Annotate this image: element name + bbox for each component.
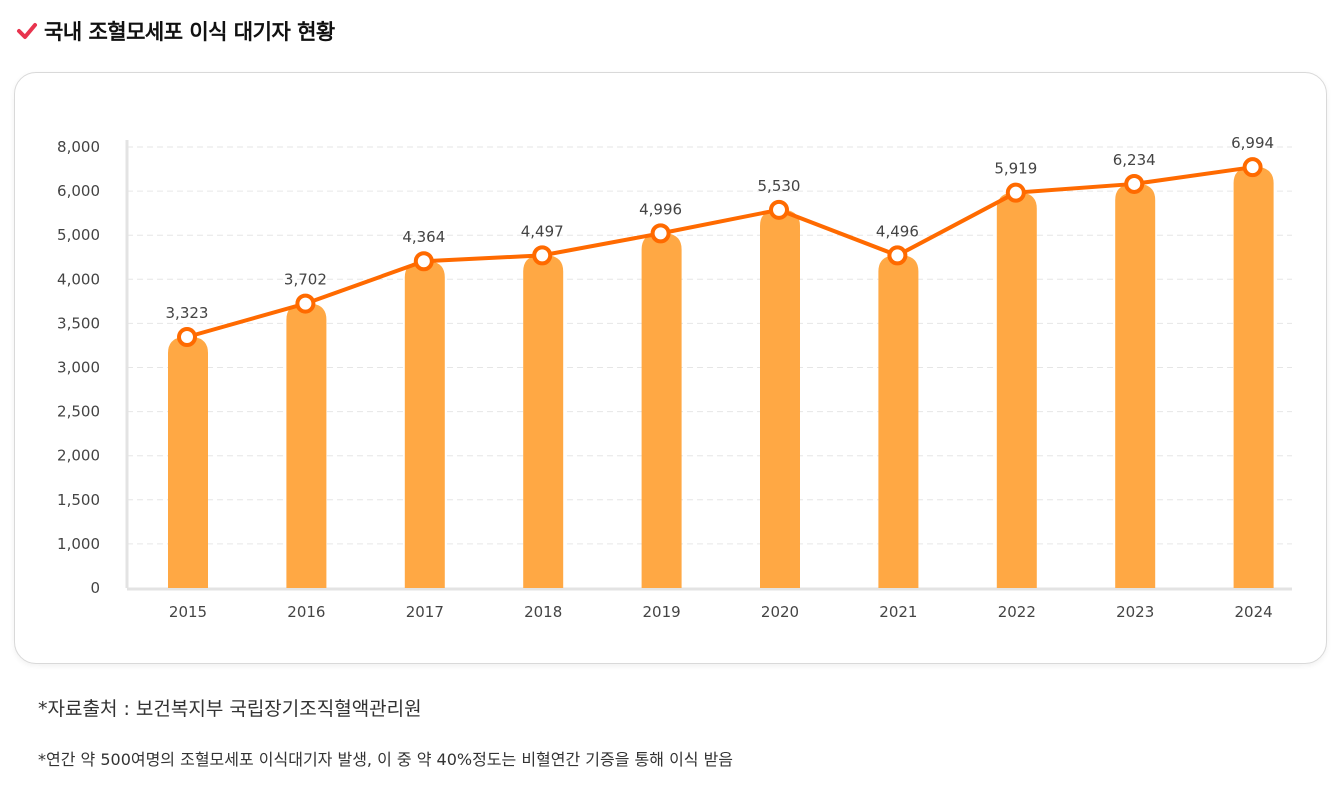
x-tick-label: 2017 <box>406 603 444 621</box>
y-tick-label: 4,000 <box>57 270 100 288</box>
x-tick-label: 2023 <box>1116 603 1154 621</box>
line-point <box>887 245 908 266</box>
y-tick-label: 2,000 <box>57 447 100 465</box>
line-point <box>177 327 197 348</box>
data-label: 6,994 <box>1231 134 1274 152</box>
data-label: 4,364 <box>402 228 445 246</box>
bar <box>996 192 1037 588</box>
bar <box>523 255 564 588</box>
y-tick-label: 5,000 <box>57 226 100 244</box>
bar <box>878 255 919 589</box>
remark-note: *연간 약 500여명의 조혈모세포 이식대기자 발생, 이 중 약 40%정도… <box>38 750 734 769</box>
x-tick-label: 2016 <box>287 603 325 621</box>
y-tick-label: 3,500 <box>57 314 100 332</box>
x-tick-label: 2018 <box>524 603 562 621</box>
x-tick-label: 2015 <box>169 603 207 621</box>
bar <box>1115 183 1156 588</box>
bar <box>641 233 682 588</box>
source-note: *자료출처 : 보건복지부 국립장기조직혈액관리원 <box>38 698 422 720</box>
y-tick-label: 2,500 <box>57 403 100 421</box>
x-tick-label: 2020 <box>761 603 799 621</box>
line-point <box>1124 173 1145 194</box>
line-point <box>769 199 789 220</box>
data-label: 3,323 <box>166 304 209 322</box>
x-tick-label: 2019 <box>643 603 681 621</box>
bar <box>404 261 445 588</box>
line-point <box>1005 182 1026 203</box>
page-title: 국내 조혈모세포 이식 대기자 현황 <box>44 20 335 44</box>
line-point <box>1242 157 1263 178</box>
bar <box>168 337 208 588</box>
data-label: 5,530 <box>758 177 801 195</box>
x-tick-label: 2022 <box>998 603 1036 621</box>
y-tick-label: 0 <box>90 579 100 597</box>
data-label: 5,919 <box>994 160 1037 178</box>
data-label: 4,996 <box>639 200 682 218</box>
x-tick-label: 2021 <box>879 603 917 621</box>
bar <box>1233 167 1274 588</box>
line-point <box>295 293 316 314</box>
data-label: 6,234 <box>1113 151 1156 169</box>
y-tick-label: 3,000 <box>57 359 100 377</box>
line-point <box>532 245 553 266</box>
y-tick-label: 1,000 <box>57 535 100 553</box>
line-point <box>650 223 671 244</box>
data-label: 4,496 <box>876 222 919 240</box>
y-tick-label: 8,000 <box>57 138 100 156</box>
data-label: 3,702 <box>284 271 327 289</box>
y-tick-label: 1,500 <box>57 491 100 509</box>
check-icon <box>17 23 37 39</box>
series-line <box>186 165 1253 339</box>
title-row: 국내 조혈모세포 이식 대기자 현황 <box>16 14 335 48</box>
bar <box>760 209 800 588</box>
bar <box>286 303 327 588</box>
line-point <box>413 251 434 272</box>
y-tick-label: 6,000 <box>57 182 100 200</box>
x-tick-label: 2024 <box>1235 603 1273 621</box>
data-label: 4,497 <box>521 222 564 240</box>
